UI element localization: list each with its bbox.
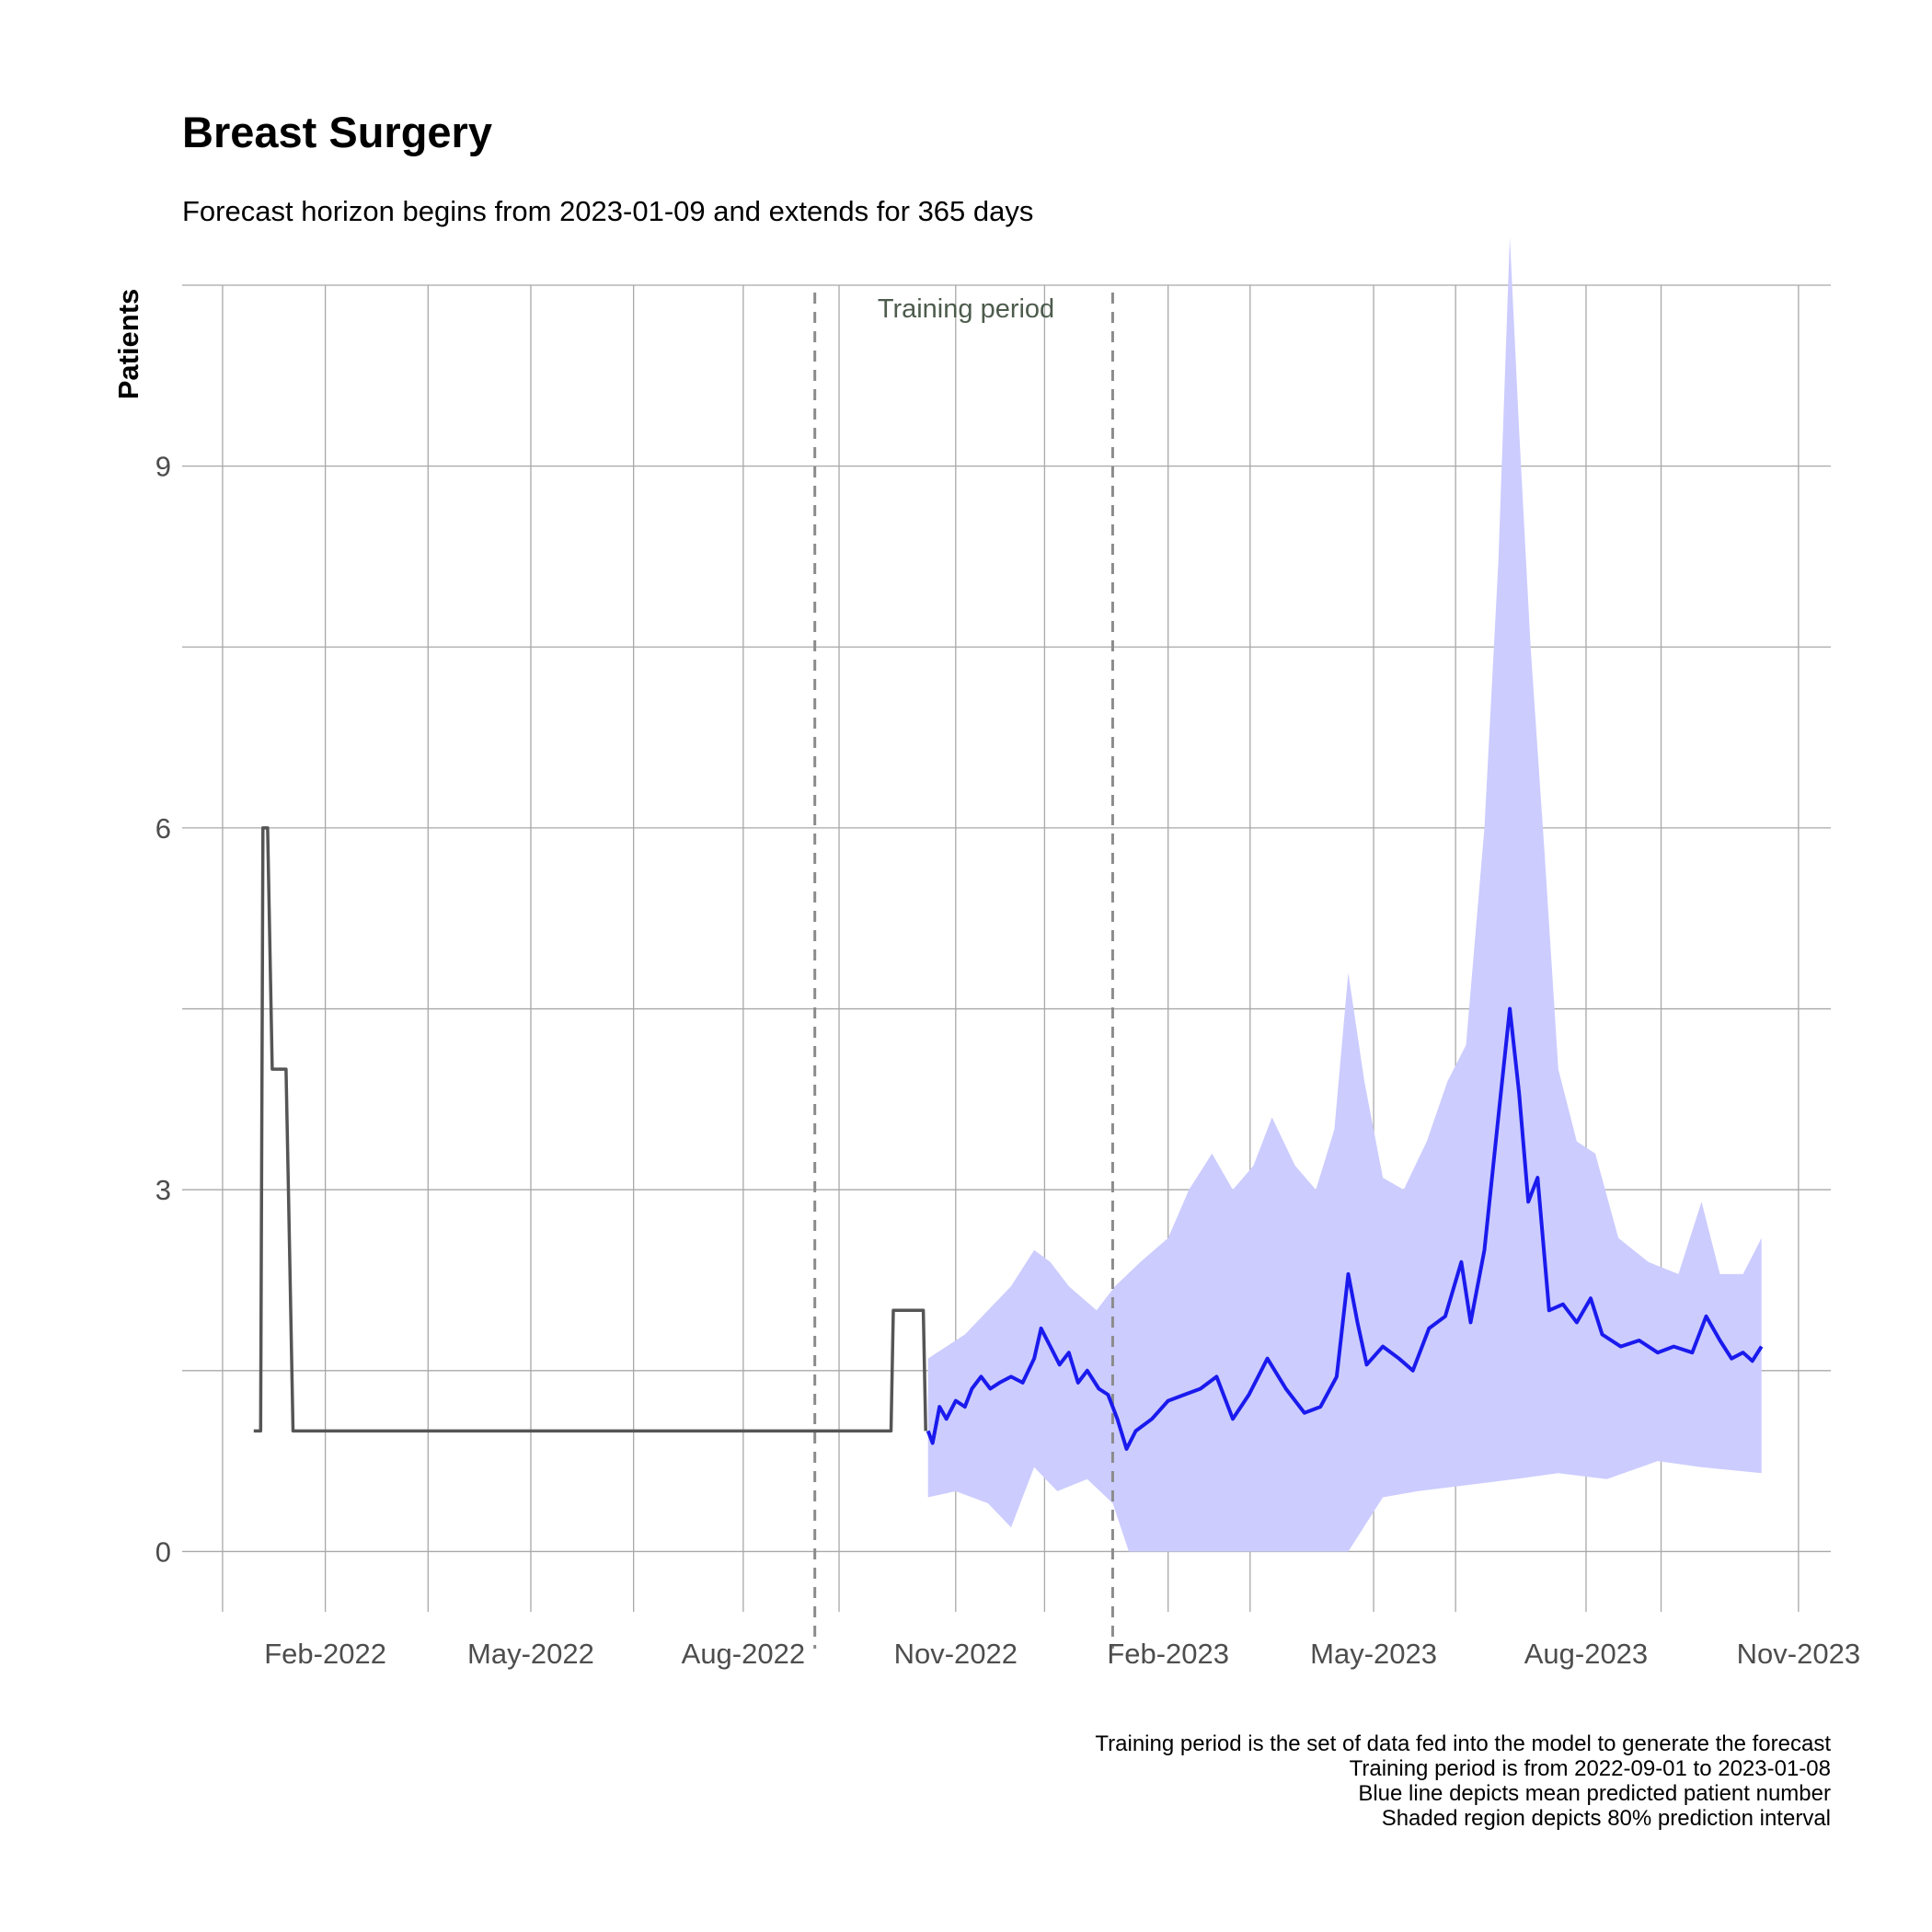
x-tick-label: May-2023 bbox=[1310, 1638, 1437, 1670]
x-tick-label: Aug-2023 bbox=[1524, 1638, 1648, 1670]
series bbox=[253, 826, 1764, 1451]
training-period-lines bbox=[813, 293, 1114, 1649]
caption-line-3: Blue line depicts mean predicted patient… bbox=[1358, 1781, 1831, 1806]
x-tick-label: Nov-2022 bbox=[894, 1638, 1018, 1670]
caption-line-1: Training period is the set of data fed i… bbox=[1095, 1731, 1831, 1756]
prediction-interval-band bbox=[927, 236, 1762, 1552]
caption-line-2: Training period is from 2022-09-01 to 20… bbox=[1350, 1756, 1831, 1781]
chart-subtitle: Forecast horizon begins from 2023-01-09 … bbox=[182, 195, 1033, 227]
x-tick-label: Feb-2022 bbox=[264, 1638, 386, 1670]
y-tick-label: 0 bbox=[155, 1535, 171, 1568]
x-tick-label: Aug-2022 bbox=[682, 1638, 805, 1670]
x-tick-label: May-2022 bbox=[467, 1638, 594, 1670]
observed-series-line bbox=[253, 826, 927, 1433]
prediction-interval bbox=[927, 236, 1762, 1552]
y-tick-label: 9 bbox=[155, 451, 171, 483]
y-axis-ticks: 0 3 6 9 bbox=[155, 451, 171, 1569]
chart-title: Breast Surgery bbox=[182, 108, 492, 156]
y-tick-label: 3 bbox=[155, 1174, 171, 1206]
x-tick-label: Feb-2023 bbox=[1107, 1638, 1229, 1670]
y-axis-title: Patients bbox=[112, 289, 144, 400]
caption-line-4: Shaded region depicts 80% prediction int… bbox=[1382, 1806, 1831, 1831]
training-period-label: Training period bbox=[878, 294, 1054, 324]
x-axis-ticks: Feb-2022 May-2022 Aug-2022 Nov-2022 Feb-2023… bbox=[264, 1638, 1860, 1670]
y-tick-label: 6 bbox=[155, 812, 171, 845]
forecast-mean-line bbox=[926, 1006, 1764, 1451]
x-tick-label: Nov-2023 bbox=[1737, 1638, 1860, 1670]
